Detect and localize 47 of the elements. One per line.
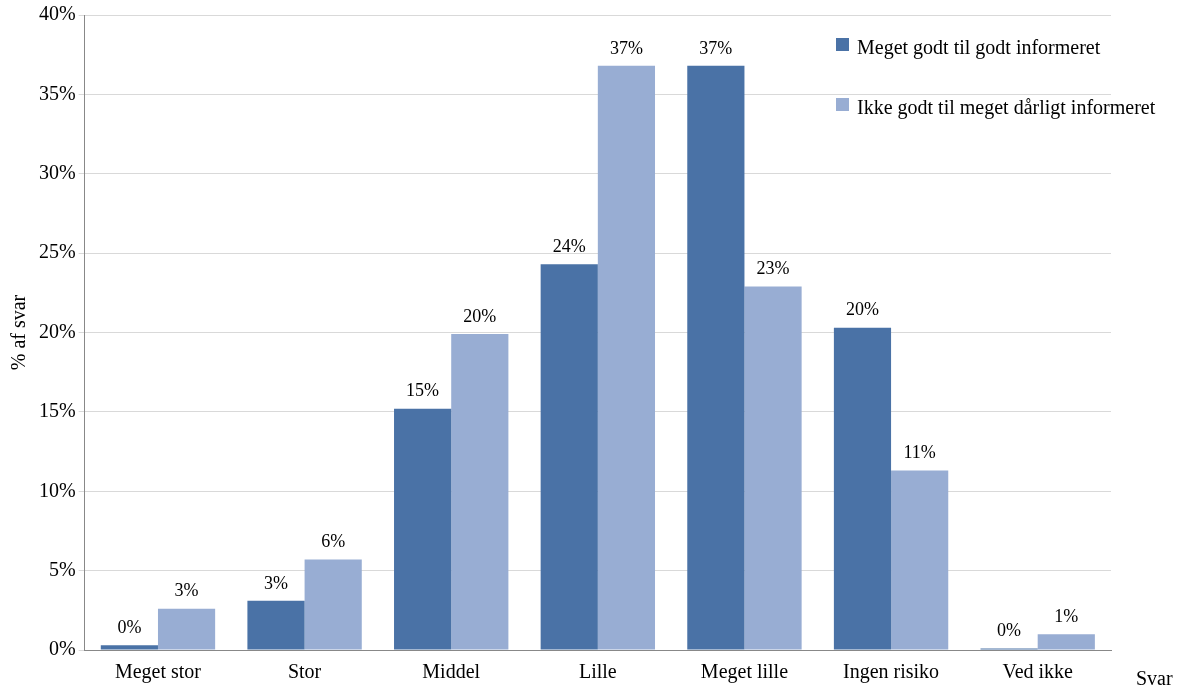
bar xyxy=(451,334,509,650)
legend-label: Ikke godt til meget dårligt informeret xyxy=(857,95,1156,121)
bar xyxy=(891,470,949,650)
data-label: 11% xyxy=(903,442,936,463)
bar xyxy=(394,408,452,650)
x-tick-label: Meget lille xyxy=(700,660,789,684)
x-tick-label: Ingen risiko xyxy=(843,660,940,684)
bar xyxy=(597,65,656,650)
bar xyxy=(157,608,216,650)
y-tick-label: 10% xyxy=(38,478,76,501)
data-label: 3% xyxy=(264,572,288,593)
bar xyxy=(1037,634,1095,650)
legend-label: Meget godt til godt informeret xyxy=(857,35,1101,61)
data-label: 24% xyxy=(552,235,586,256)
data-label: 6% xyxy=(321,531,346,552)
y-tick-label: 15% xyxy=(38,399,76,422)
data-label: 0% xyxy=(997,620,1022,641)
bar xyxy=(833,327,892,650)
data-label: 3% xyxy=(174,580,199,601)
y-tick-label: 0% xyxy=(48,637,76,660)
y-tick-label: 20% xyxy=(38,319,76,342)
x-tick-label: Ved ikke xyxy=(1002,660,1074,683)
y-tick-label: 30% xyxy=(38,161,76,183)
bar xyxy=(744,286,802,650)
data-label: 37% xyxy=(699,37,733,58)
y-axis-title: % af svar xyxy=(7,294,30,371)
data-label: 20% xyxy=(845,299,879,320)
x-tick-label: Meget stor xyxy=(114,660,202,684)
data-label: 37% xyxy=(609,37,643,58)
bar xyxy=(304,559,362,650)
y-tick-label: 40% xyxy=(38,2,76,25)
y-tick-label: 5% xyxy=(48,557,76,580)
x-tick-label: Lille xyxy=(578,660,617,683)
data-label: 1% xyxy=(1054,605,1079,626)
y-tick-label: 25% xyxy=(38,240,76,263)
bar xyxy=(687,65,745,650)
x-tick-label: Stor xyxy=(287,660,322,683)
y-tick-label: 35% xyxy=(38,81,76,104)
x-tick-label: Middel xyxy=(422,660,481,683)
data-label: 20% xyxy=(463,305,497,326)
x-axis-title: Svar xyxy=(1136,667,1173,690)
bar xyxy=(540,264,598,650)
data-label: 23% xyxy=(756,258,790,279)
data-label: 0% xyxy=(117,616,142,637)
bar xyxy=(247,600,305,650)
bar xyxy=(100,645,158,650)
data-label: 15% xyxy=(406,380,440,401)
